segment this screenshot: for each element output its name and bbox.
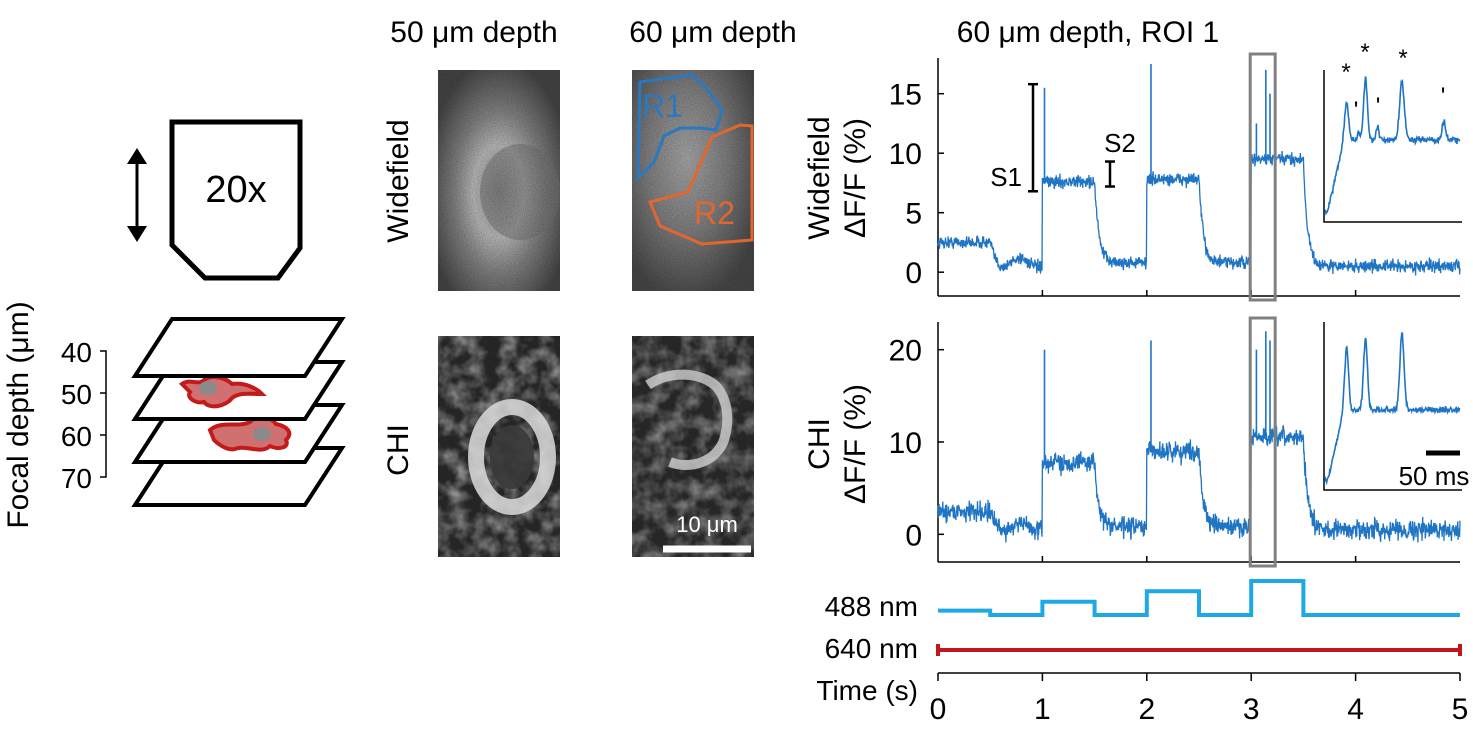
trace-line (937, 424, 1461, 543)
chi-inset: 50 ms (1323, 322, 1470, 491)
focal-planes (131, 317, 346, 507)
y-tick-label: 10 (889, 138, 922, 171)
y-tick-label: 5 (905, 198, 922, 231)
row-label-widefield: Widefield (382, 119, 415, 242)
image-panels: 50 μm depth 60 μm depth Widefield CHI R1… (382, 16, 797, 557)
trace-line (937, 150, 1461, 276)
widefield-ylabel-line2: ΔF/F (%) (839, 118, 872, 238)
laser-timing-chart: 488 nm 640 nm Time (s) 0 1 2 3 4 5 (816, 579, 1469, 726)
time-tick-label: 5 (1452, 693, 1469, 726)
widefield-trace-chart: 0 5 10 15 (889, 52, 1461, 302)
inset-peak-mark-2: ' (1354, 97, 1359, 124)
focal-plane-40 (131, 317, 346, 378)
chi-50um-image (438, 336, 560, 557)
highlight-box (1248, 52, 1277, 302)
time-tick-label: 1 (1034, 693, 1051, 726)
s1-label: S1 (990, 162, 1022, 192)
laser-488-trace (938, 579, 1460, 617)
inset-trace (1324, 332, 1461, 486)
s2-label: S2 (1104, 128, 1136, 158)
time-tick-label: 4 (1347, 693, 1364, 726)
widefield-60um-image: R1 R2 (632, 70, 754, 291)
y-tick-label: 10 (889, 427, 922, 460)
chi-trace-chart: 0 10 20 (889, 316, 1461, 568)
chi-ylabel-line1: CHI (803, 418, 836, 470)
time-axis: 0 1 2 3 4 5 (930, 672, 1469, 726)
neuron-60-icon (207, 415, 292, 452)
focal-tick-60: 60 (61, 421, 92, 452)
focal-tick-50: 50 (61, 379, 92, 410)
objective-body (169, 119, 303, 281)
focal-tick-70: 70 (61, 463, 92, 494)
s1-s2-annotations: S1 S2 (990, 82, 1136, 193)
laser-640-label: 640 nm (825, 633, 918, 664)
roi-r2-label: R2 (694, 195, 735, 231)
inset-peak-mark-5: * (1398, 45, 1407, 72)
y-tick-label: 20 (889, 335, 922, 368)
widefield-ylabel-line1: Widefield (803, 116, 836, 239)
widefield-inset: * ' * ' * ' (1323, 39, 1462, 223)
trace-charts: 60 μm depth, ROI 1 Widefield ΔF/F (%) CH… (803, 16, 1469, 726)
inset-peak-mark-3: * (1360, 39, 1369, 66)
time-tick-label: 0 (930, 693, 947, 726)
inset-peak-mark-1: * (1341, 59, 1350, 86)
chi-ylabel-line2: ΔF/F (%) (839, 384, 872, 504)
col-title-50um: 50 μm depth (390, 16, 557, 49)
inset-peak-mark-4: ' (1376, 93, 1381, 120)
chi-60um-image: 10 μm (632, 336, 754, 557)
scalebar-label: 10 μm (676, 512, 738, 537)
row-label-chi: CHI (382, 424, 415, 476)
roi-r1-label: R1 (642, 88, 683, 124)
chart-title: 60 μm depth, ROI 1 (957, 16, 1219, 49)
time-tick-label: 2 (1138, 693, 1155, 726)
double-arrow-icon (127, 148, 147, 242)
col-title-60um: 60 μm depth (629, 16, 796, 49)
time-axis-label: Time (s) (816, 675, 918, 706)
y-tick-label: 15 (889, 79, 922, 112)
laser-488-label: 488 nm (825, 591, 918, 622)
focal-tick-40: 40 (61, 337, 92, 368)
objective-label: 20x (205, 169, 266, 211)
neuron-50-icon (178, 375, 267, 409)
roi-r2-outline (647, 123, 754, 246)
focal-depth-axis: Focal depth (μm) 40 50 60 70 (2, 301, 107, 529)
highlight-box (1248, 316, 1277, 568)
focal-depth-label: Focal depth (μm) (2, 301, 35, 528)
inset-trace (1324, 76, 1461, 216)
y-tick-label: 0 (905, 257, 922, 290)
inset-peak-mark-6: ' (1441, 83, 1446, 110)
roi-r1-outline (636, 73, 724, 182)
inset-scalebar-label: 50 ms (1399, 461, 1470, 491)
time-tick-label: 3 (1243, 693, 1260, 726)
y-tick-label: 0 (905, 519, 922, 552)
objective-schematic: 20x (127, 119, 303, 281)
widefield-50um-image (438, 70, 560, 291)
